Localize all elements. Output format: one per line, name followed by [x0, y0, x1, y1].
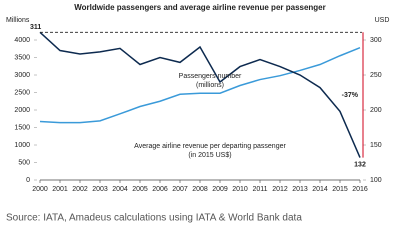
y-tick-label: 2000	[14, 107, 30, 114]
x-tick-label: 2016	[352, 186, 368, 193]
y-tick-label: 3500	[14, 54, 30, 61]
x-tick-label: 2001	[52, 186, 68, 193]
y2-axis-label: USD	[375, 17, 390, 24]
x-tick-label: 2005	[132, 186, 148, 193]
line	[39, 31, 361, 158]
y2-tick-label: 300	[370, 37, 382, 44]
y-axis-label: Millions	[6, 17, 30, 24]
x-tick-label: 2012	[272, 186, 288, 193]
y-tick-label: 1500	[14, 124, 30, 131]
x-tick-label: 2010	[232, 186, 248, 193]
x-tick-label: 2000	[32, 186, 48, 193]
x-tick-label: 2002	[72, 186, 88, 193]
series-label: (millions)	[196, 82, 224, 89]
x-tick-label: 2003	[92, 186, 108, 193]
y-tick-label: 2500	[14, 89, 30, 96]
y-tick-label: 4000	[14, 37, 30, 44]
x-tick-label: 2013	[292, 186, 308, 193]
series-label: Passengers number	[179, 73, 242, 80]
x-tick-label: 2011	[252, 186, 267, 193]
series-label: Average airline revenue per departing pa…	[134, 143, 286, 150]
change-label: -37%	[342, 92, 359, 99]
x-tick-label: 2014	[312, 186, 328, 193]
x-tick-label: 2004	[112, 186, 128, 193]
x-tick-label: 2015	[332, 186, 348, 193]
series-label: (in 2015 US$)	[188, 152, 231, 159]
y-tick-label: 1000	[14, 142, 30, 149]
y2-tick-label: 100	[370, 177, 382, 184]
y2-tick-label: 200	[370, 107, 382, 114]
data-label: 132	[354, 161, 366, 168]
x-tick-label: 2006	[152, 186, 168, 193]
x-tick-label: 2008	[192, 186, 208, 193]
y-tick-label: 500	[18, 159, 30, 166]
y-tick-label: 0	[26, 177, 30, 184]
data-label: 311	[30, 24, 41, 31]
y2-tick-label: 150	[370, 142, 382, 149]
chart-title: Worldwide passengers and average airline…	[74, 3, 326, 12]
y-tick-label: 3000	[14, 72, 30, 79]
y2-tick-label: 250	[370, 72, 382, 79]
x-tick-label: 2009	[212, 186, 228, 193]
line	[39, 47, 361, 124]
source: Source: IATA, Amadeus calculations using…	[6, 213, 302, 224]
x-tick-label: 2007	[172, 186, 188, 193]
